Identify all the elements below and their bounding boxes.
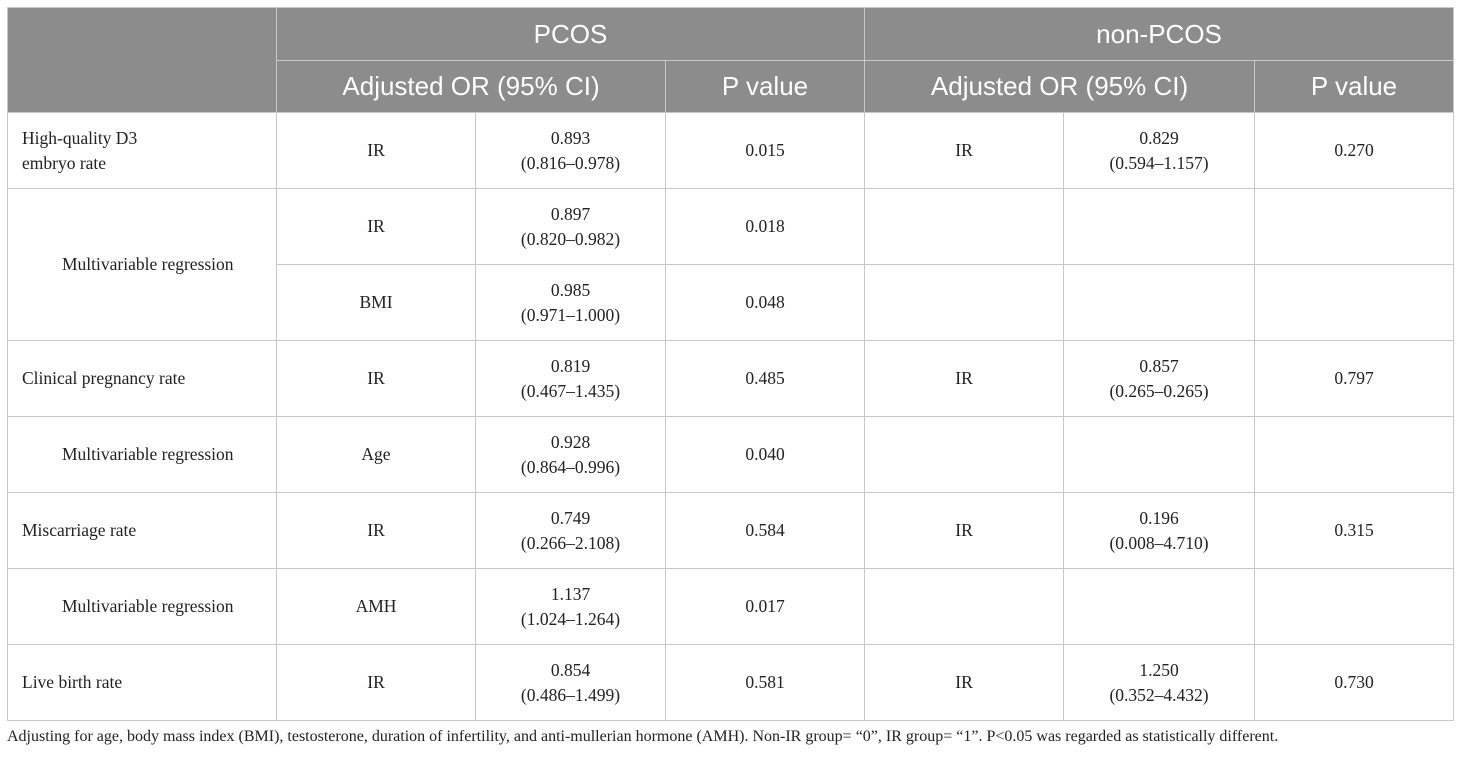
table-row: Multivariable regression Age 0.928 (0.864… bbox=[7, 416, 1455, 493]
pcos-p-value: 0.018 bbox=[664, 188, 866, 265]
header-pcos-or: Adjusted OR (95% CI) bbox=[276, 60, 666, 113]
non-pcos-or: 0.829 (0.594–1.157) bbox=[1063, 112, 1256, 189]
pcos-variable: IR bbox=[276, 492, 476, 569]
pcos-p-value: 0.040 bbox=[664, 416, 866, 493]
pcos-or: 0.893 (0.816–0.978) bbox=[475, 112, 666, 189]
non-pcos-or bbox=[1063, 568, 1256, 645]
non-pcos-variable bbox=[864, 264, 1065, 341]
header-row-groups: PCOS non-PCOS bbox=[7, 7, 1455, 113]
non-pcos-p-value: 0.730 bbox=[1254, 644, 1455, 721]
table-footnote: Adjusting for age, body mass index (BMI)… bbox=[7, 728, 1279, 745]
pcos-variable: IR bbox=[276, 644, 476, 721]
header-group-pcos: PCOS bbox=[275, 7, 866, 61]
non-pcos-variable bbox=[864, 568, 1065, 645]
non-pcos-or: 0.196 (0.008–4.710) bbox=[1063, 492, 1256, 569]
non-pcos-variable bbox=[864, 188, 1065, 265]
header-non-pcos-p: P value bbox=[1254, 60, 1455, 113]
row-label: Clinical pregnancy rate bbox=[7, 340, 277, 417]
non-pcos-or bbox=[1063, 416, 1256, 493]
non-pcos-p-value bbox=[1254, 568, 1455, 645]
pcos-variable: BMI bbox=[276, 264, 476, 341]
non-pcos-p-value bbox=[1254, 416, 1455, 493]
pcos-or: 0.854 (0.486–1.499) bbox=[475, 644, 666, 721]
non-pcos-p-value bbox=[1254, 188, 1455, 265]
row-label: Multivariable regression bbox=[7, 188, 277, 341]
pcos-or: 0.897 (0.820–0.982) bbox=[475, 188, 666, 265]
table-container: PCOS non-PCOS Adjusted OR (95% CI) P val… bbox=[7, 7, 1455, 721]
table-row: Clinical pregnancy rate IR 0.819 (0.467–1… bbox=[7, 340, 1455, 417]
pcos-p-value: 0.485 bbox=[664, 340, 866, 417]
pcos-variable: Age bbox=[276, 416, 476, 493]
non-pcos-p-value: 0.797 bbox=[1254, 340, 1455, 417]
pcos-variable: IR bbox=[276, 188, 476, 265]
pcos-p-value: 0.048 bbox=[664, 264, 866, 341]
non-pcos-p-value: 0.270 bbox=[1254, 112, 1455, 189]
row-label: Multivariable regression bbox=[7, 568, 277, 645]
header-non-pcos-or: Adjusted OR (95% CI) bbox=[864, 60, 1256, 113]
non-pcos-or bbox=[1063, 264, 1256, 341]
pcos-or: 0.819 (0.467–1.435) bbox=[475, 340, 666, 417]
table-row: Miscarriage rate IR 0.749 (0.266–2.108) 0… bbox=[7, 492, 1455, 569]
pcos-p-value: 0.017 bbox=[664, 568, 866, 645]
pcos-p-value: 0.584 bbox=[664, 492, 866, 569]
non-pcos-variable: IR bbox=[864, 112, 1065, 189]
row-label: Miscarriage rate bbox=[7, 492, 277, 569]
non-pcos-variable: IR bbox=[864, 340, 1065, 417]
pcos-variable: IR bbox=[276, 112, 476, 189]
pcos-p-value: 0.581 bbox=[664, 644, 866, 721]
non-pcos-or bbox=[1063, 188, 1256, 265]
non-pcos-or: 0.857 (0.265–0.265) bbox=[1063, 340, 1256, 417]
pcos-or: 0.985 (0.971–1.000) bbox=[475, 264, 666, 341]
header-row-columns: Adjusted OR (95% CI) P value Adjusted OR… bbox=[8, 60, 1455, 113]
header-group-non-pcos: non-PCOS bbox=[864, 7, 1455, 61]
pcos-or: 0.928 (0.864–0.996) bbox=[475, 416, 666, 493]
table-row: Multivariable regression IR 0.897 (0.820–… bbox=[7, 188, 1455, 341]
row-label: Live birth rate bbox=[7, 644, 277, 721]
pcos-or: 0.749 (0.266–2.108) bbox=[475, 492, 666, 569]
non-pcos-p-value: 0.315 bbox=[1254, 492, 1455, 569]
pcos-p-value: 0.015 bbox=[664, 112, 866, 189]
non-pcos-variable: IR bbox=[864, 492, 1065, 569]
non-pcos-or: 1.250 (0.352–4.432) bbox=[1063, 644, 1256, 721]
table-row: Live birth rate IR 0.854 (0.486–1.499) 0.… bbox=[7, 644, 1455, 721]
non-pcos-p-value bbox=[1254, 264, 1455, 341]
results-table: PCOS non-PCOS Adjusted OR (95% CI) P val… bbox=[7, 7, 1455, 721]
table-row: High-quality D3 embryo rate IR 0.893 (0.81… bbox=[7, 112, 1455, 189]
pcos-variable: IR bbox=[276, 340, 476, 417]
non-pcos-variable: IR bbox=[864, 644, 1065, 721]
pcos-or: 1.137 (1.024–1.264) bbox=[475, 568, 666, 645]
pcos-variable: AMH bbox=[276, 568, 476, 645]
header-corner bbox=[7, 7, 277, 113]
header-pcos-p: P value bbox=[664, 60, 866, 113]
table-row: BMI 0.985 (0.971–1.000) 0.048 bbox=[8, 264, 1455, 341]
row-label: Multivariable regression bbox=[7, 416, 277, 493]
non-pcos-variable bbox=[864, 416, 1065, 493]
row-label: High-quality D3 embryo rate bbox=[7, 112, 277, 189]
table-row: Multivariable regression AMH 1.137 (1.024… bbox=[7, 568, 1455, 645]
